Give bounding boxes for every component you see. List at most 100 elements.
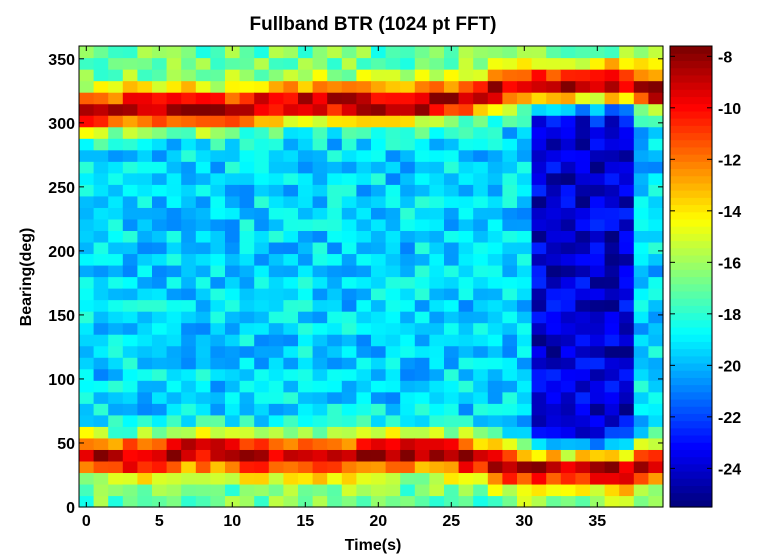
- heatmap-cell: [371, 195, 387, 208]
- heatmap-cell: [385, 322, 401, 335]
- heatmap-cell: [502, 403, 518, 416]
- colorbar-swatch: [670, 456, 712, 465]
- heatmap-cell: [429, 403, 445, 416]
- heatmap-cell: [487, 218, 503, 231]
- heatmap-cell: [268, 149, 284, 162]
- heatmap-cell: [254, 380, 270, 393]
- heatmap-cell: [546, 345, 562, 358]
- heatmap-cell: [604, 380, 620, 393]
- heatmap-cell: [181, 264, 197, 278]
- heatmap-cell: [531, 495, 547, 508]
- heatmap-cell: [517, 483, 533, 497]
- heatmap-cell: [575, 426, 591, 439]
- colorbar-swatch: [670, 247, 712, 256]
- heatmap-cell: [93, 368, 109, 381]
- heatmap-cell: [560, 92, 576, 105]
- heatmap-cell: [225, 437, 241, 450]
- heatmap-cell: [517, 368, 533, 381]
- heatmap-cell: [166, 80, 182, 93]
- heatmap-cell: [225, 449, 241, 462]
- heatmap-cell: [137, 322, 153, 335]
- heatmap-cell: [619, 403, 635, 416]
- heatmap-cell: [560, 138, 576, 151]
- heatmap-cell: [429, 230, 445, 243]
- heatmap-cell: [546, 103, 562, 116]
- heatmap-cell: [239, 149, 255, 162]
- heatmap-cell: [517, 264, 533, 278]
- heatmap-cell: [575, 138, 591, 151]
- heatmap-cell: [225, 172, 241, 185]
- chart-title: Fullband BTR (1024 pt FFT): [250, 14, 497, 35]
- heatmap-cell: [604, 92, 620, 105]
- heatmap-cell: [181, 437, 197, 450]
- heatmap-cell: [181, 345, 197, 358]
- heatmap-cell: [356, 69, 372, 82]
- heatmap-cell: [590, 460, 606, 474]
- heatmap-cell: [619, 184, 635, 197]
- heatmap-cell: [400, 426, 416, 439]
- heatmap-cell: [517, 46, 533, 59]
- heatmap-cell: [633, 264, 649, 278]
- heatmap-cell: [385, 495, 401, 508]
- colorbar-swatch: [670, 298, 712, 306]
- heatmap-cell: [444, 207, 460, 220]
- heatmap-cell: [371, 241, 387, 255]
- heatmap-cell: [385, 391, 401, 404]
- heatmap-cell: [590, 437, 606, 450]
- heatmap-cell: [239, 57, 255, 70]
- heatmap-cell: [429, 92, 445, 105]
- heatmap-cell: [195, 472, 211, 485]
- colorbar-swatch: [670, 398, 712, 407]
- heatmap-cell: [502, 253, 518, 266]
- heatmap-cell: [531, 426, 547, 439]
- heatmap-cell: [225, 472, 241, 485]
- heatmap-cell: [122, 437, 138, 450]
- heatmap-cell: [648, 403, 664, 416]
- heatmap-cell: [225, 299, 241, 312]
- heatmap-cell: [371, 264, 387, 278]
- heatmap-cell: [619, 80, 635, 93]
- heatmap-cell: [414, 92, 430, 105]
- heatmap-cell: [575, 264, 591, 278]
- colorbar-swatch: [670, 262, 712, 270]
- heatmap-cell: [400, 288, 416, 301]
- heatmap-cell: [356, 126, 372, 139]
- heatmap-cell: [239, 299, 255, 312]
- heatmap-cell: [619, 172, 635, 185]
- heatmap-cell: [648, 437, 664, 450]
- heatmap-cell: [166, 264, 182, 278]
- heatmap-cell: [473, 138, 489, 151]
- heatmap-cell: [546, 92, 562, 105]
- heatmap-cell: [575, 299, 591, 312]
- heatmap-cell: [517, 57, 533, 70]
- heatmap-cell: [356, 334, 372, 347]
- heatmap-cell: [137, 288, 153, 301]
- heatmap-cell: [414, 80, 430, 93]
- heatmap-cell: [487, 357, 503, 370]
- heatmap-cell: [400, 322, 416, 335]
- heatmap-cell: [590, 357, 606, 370]
- heatmap-cell: [385, 334, 401, 347]
- heatmap-cell: [152, 218, 168, 231]
- heatmap-cell: [283, 368, 299, 381]
- heatmap-cell: [444, 126, 460, 139]
- heatmap-cell: [181, 368, 197, 381]
- heatmap-cell: [619, 380, 635, 393]
- heatmap-cell: [414, 311, 430, 324]
- heatmap-cell: [517, 391, 533, 404]
- heatmap-cell: [546, 483, 562, 497]
- heatmap-cell: [79, 138, 95, 151]
- heatmap-cell: [254, 437, 270, 450]
- heatmap-cell: [546, 380, 562, 393]
- colorbar-swatch: [670, 89, 712, 98]
- colorbar-swatch: [670, 348, 712, 357]
- heatmap-cell: [341, 264, 357, 278]
- heatmap-cell: [575, 495, 591, 508]
- heatmap-cell: [648, 103, 664, 116]
- heatmap-cell: [166, 426, 182, 439]
- heatmap-cell: [546, 276, 562, 289]
- heatmap-cell: [268, 80, 284, 93]
- heatmap-cell: [283, 80, 299, 93]
- heatmap-cell: [122, 161, 138, 174]
- heatmap-cell: [414, 437, 430, 450]
